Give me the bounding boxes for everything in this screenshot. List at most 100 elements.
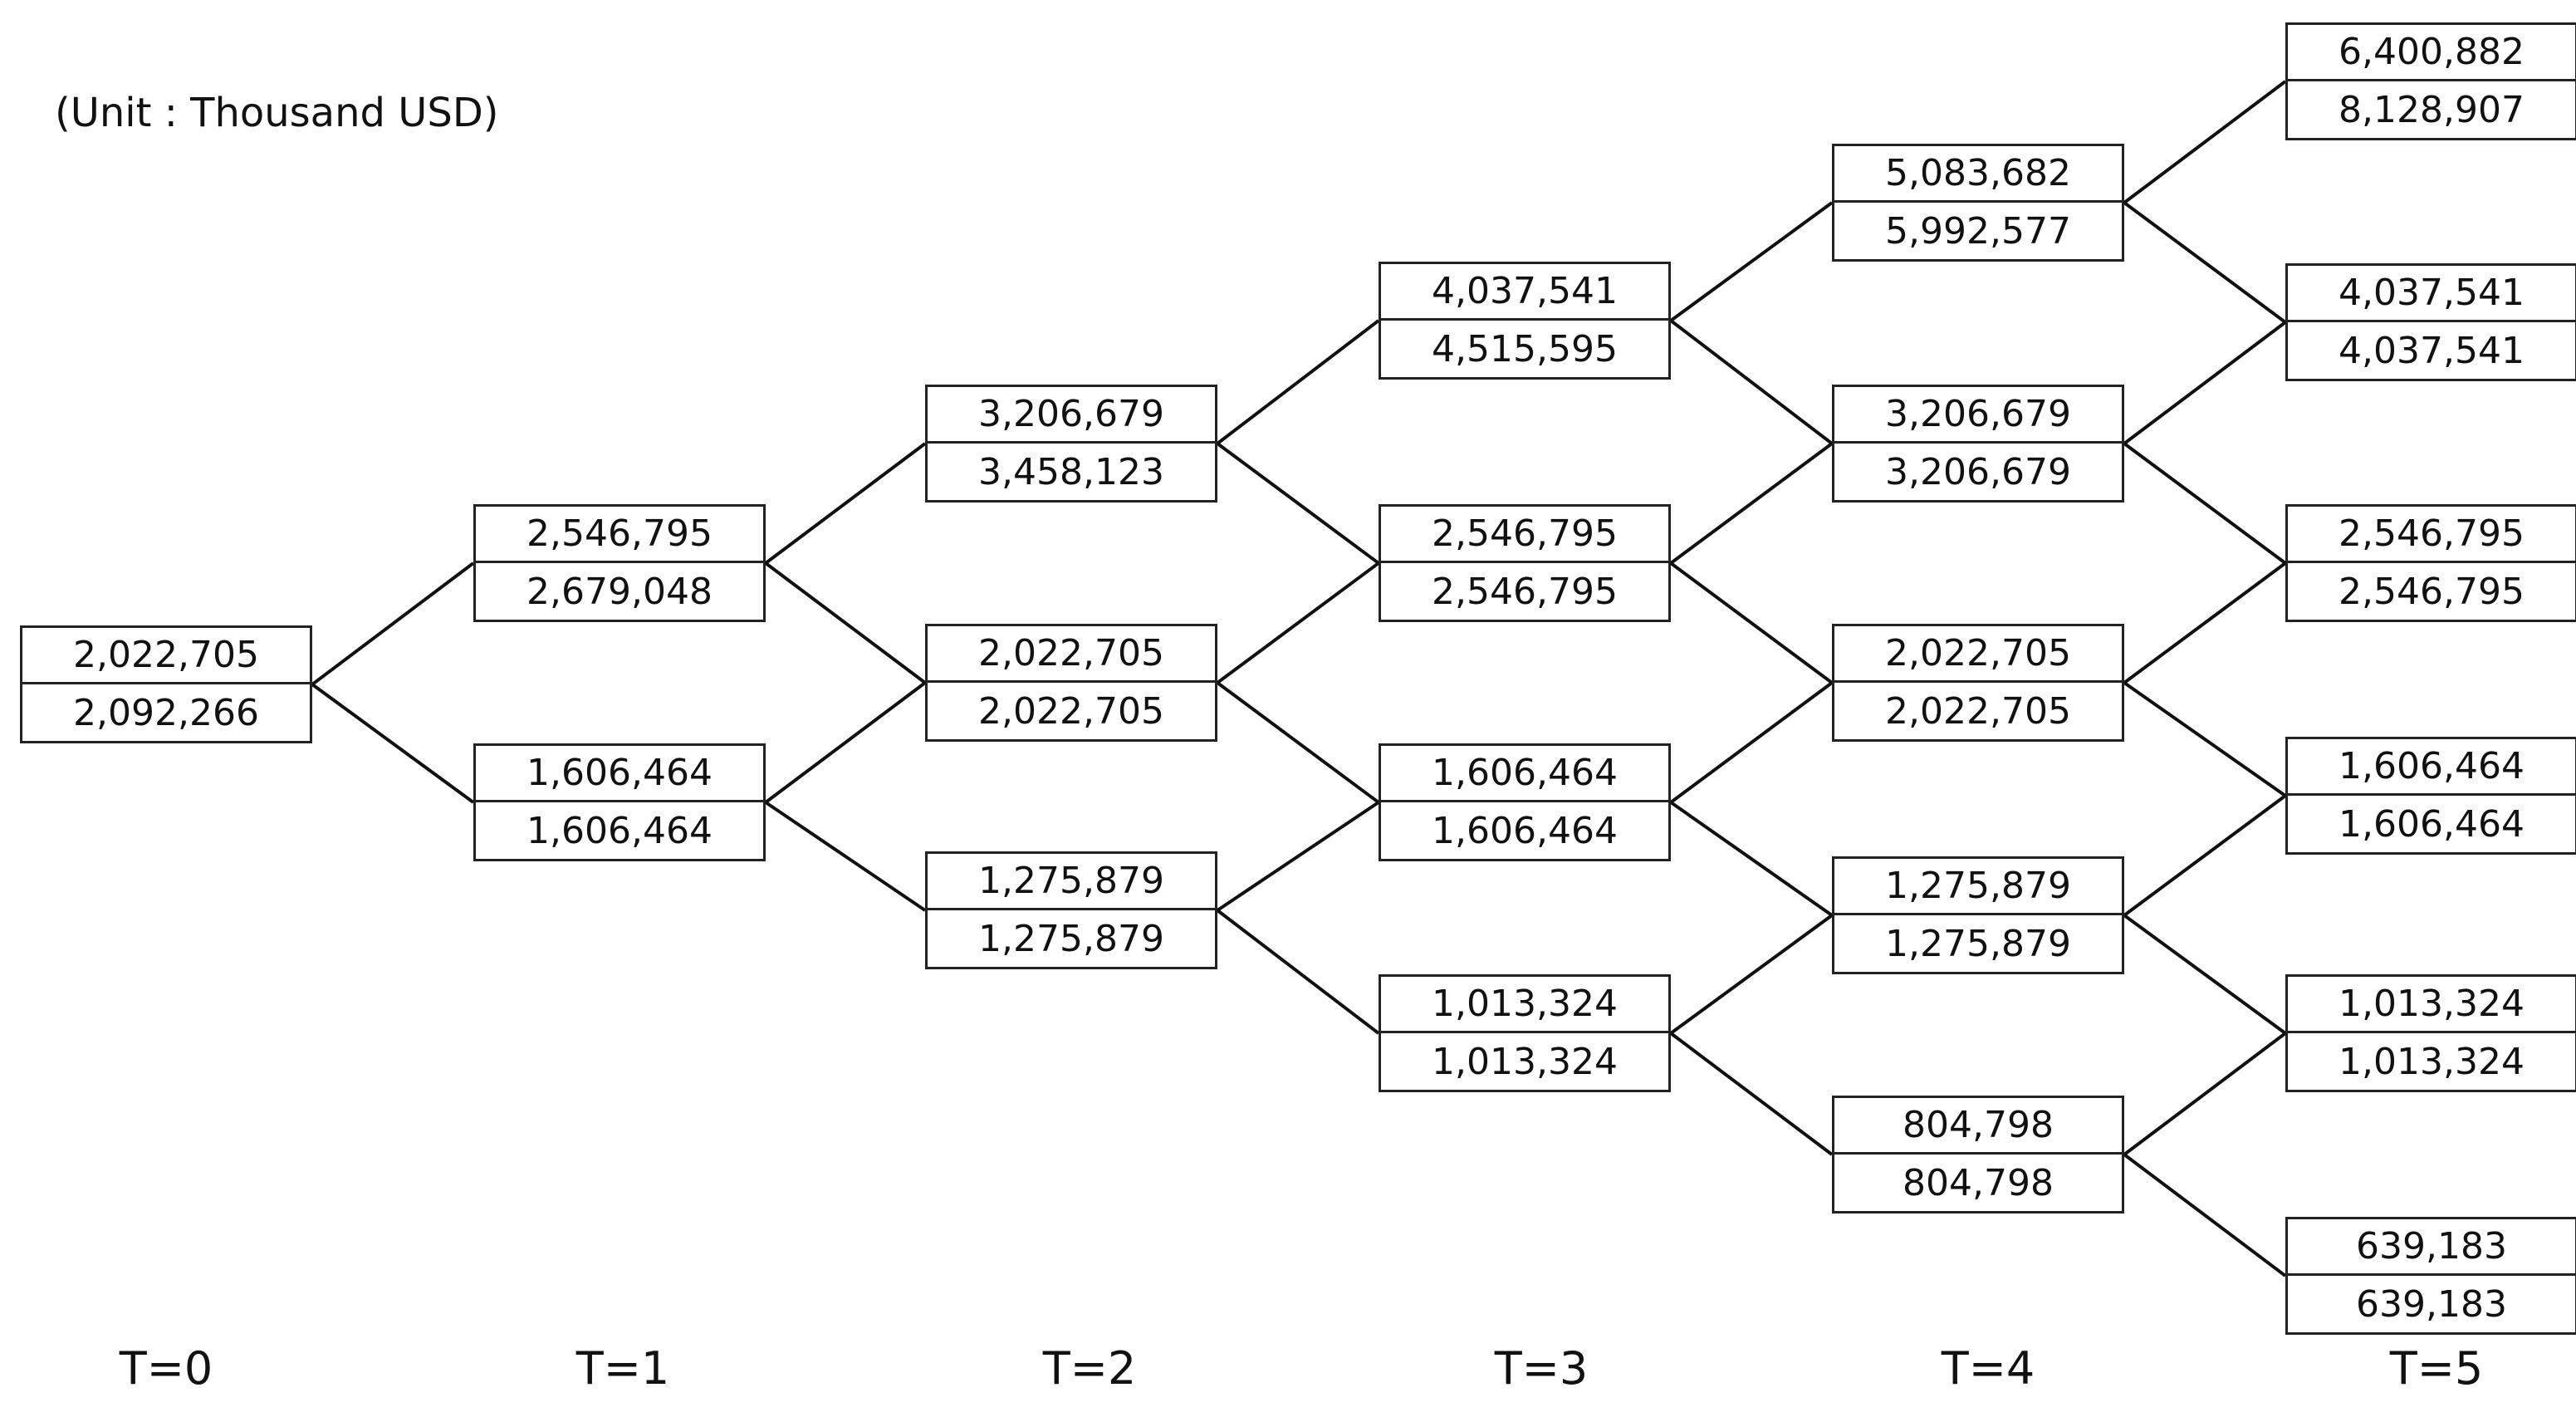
tree-node-t1-1: 1,606,464 1,606,464: [473, 743, 766, 861]
edge-t1-1-up: [764, 681, 927, 804]
edge-t4-3-down: [2123, 914, 2287, 1035]
time-label-t1: T=1: [575, 1342, 670, 1395]
node-value-top: 1,606,464: [1381, 746, 1668, 802]
unit-label: (Unit : Thousand USD): [55, 90, 499, 136]
edge-t4-1-up: [2123, 321, 2287, 445]
edge-t1-1-down: [764, 801, 927, 912]
node-value-bottom: 1,606,464: [2338, 802, 2525, 846]
node-value-top: 1,275,879: [928, 854, 1215, 910]
node-value-top: 3,206,679: [1834, 387, 2122, 444]
node-value-bottom: 1,606,464: [526, 809, 713, 852]
tree-node-t4-4: 804,798 804,798: [1832, 1096, 2124, 1214]
node-value-bottom: 3,206,679: [1885, 450, 2071, 493]
tree-node-t0-0: 2,022,705 2,092,266: [20, 625, 312, 743]
node-value-top: 4,037,541: [2288, 266, 2575, 322]
node-value-top: 6,400,882: [2288, 25, 2575, 81]
edge-t1-0-down: [764, 561, 927, 684]
node-value-bottom: 1,275,879: [1885, 922, 2071, 965]
time-label-t2: T=2: [1042, 1342, 1137, 1395]
tree-node-t3-3: 1,013,324 1,013,324: [1379, 974, 1671, 1092]
node-value-top: 2,546,795: [2288, 507, 2575, 563]
time-label-t5: T=5: [2389, 1342, 2484, 1395]
node-value-bottom: 8,128,907: [2338, 88, 2525, 131]
tree-node-t5-0: 6,400,882 8,128,907: [2285, 22, 2576, 140]
tree-node-t4-0: 5,083,682 5,992,577: [1832, 144, 2124, 262]
edge-t2-2-down: [1216, 909, 1380, 1035]
tree-node-t5-3: 1,606,464 1,606,464: [2285, 737, 2576, 855]
node-value-top: 4,037,541: [1381, 264, 1668, 321]
time-label-t0: T=0: [119, 1342, 213, 1395]
node-value-bottom: 2,092,266: [73, 691, 259, 734]
edge-t2-1-up: [1216, 561, 1380, 684]
tree-node-t3-2: 1,606,464 1,606,464: [1379, 743, 1671, 861]
tree-node-t2-1: 2,022,705 2,022,705: [925, 624, 1217, 742]
node-value-bottom: 804,798: [1903, 1161, 2054, 1204]
edge-t1-0-up: [764, 442, 927, 565]
edge-t4-4-up: [2123, 1032, 2287, 1156]
tree-node-t4-3: 1,275,879 1,275,879: [1832, 856, 2124, 974]
node-value-top: 1,606,464: [2288, 739, 2575, 796]
edge-t0-0-up: [311, 561, 475, 686]
edge-t3-3-down: [1669, 1032, 1834, 1156]
node-value-bottom: 4,515,595: [1432, 327, 1618, 370]
node-value-top: 3,206,679: [928, 387, 1215, 444]
edge-t3-0-down: [1669, 319, 1834, 445]
edge-t2-0-up: [1216, 319, 1380, 445]
edge-t3-2-up: [1669, 681, 1834, 804]
tree-node-t3-0: 4,037,541 4,515,595: [1379, 262, 1671, 380]
tree-node-t4-2: 2,022,705 2,022,705: [1832, 624, 2124, 742]
edge-t2-2-up: [1216, 801, 1380, 912]
tree-node-t5-1: 4,037,541 4,037,541: [2285, 263, 2576, 381]
tree-node-t2-0: 3,206,679 3,458,123: [925, 385, 1217, 503]
node-value-bottom: 4,037,541: [2338, 329, 2525, 372]
time-label-t3: T=3: [1494, 1342, 1589, 1395]
tree-node-t4-1: 3,206,679 3,206,679: [1832, 385, 2124, 503]
node-value-top: 1,013,324: [1381, 977, 1668, 1033]
node-value-bottom: 639,183: [2356, 1282, 2507, 1326]
node-value-bottom: 1,275,879: [978, 917, 1164, 960]
node-value-bottom: 1,013,324: [2338, 1040, 2525, 1083]
edge-t3-0-up: [1669, 201, 1834, 322]
node-value-top: 639,183: [2288, 1219, 2575, 1276]
node-value-top: 2,546,795: [476, 507, 763, 563]
edge-t2-0-down: [1216, 442, 1380, 565]
node-value-top: 2,022,705: [1834, 626, 2122, 683]
node-value-bottom: 1,606,464: [1432, 809, 1618, 852]
edge-t4-0-up: [2123, 80, 2287, 204]
node-value-top: 1,013,324: [2288, 977, 2575, 1033]
node-value-bottom: 2,679,048: [526, 570, 713, 613]
node-value-bottom: 2,022,705: [978, 689, 1164, 733]
edge-t4-3-up: [2123, 794, 2287, 917]
edge-t4-1-down: [2123, 442, 2287, 565]
node-value-bottom: 2,022,705: [1885, 689, 2071, 733]
tree-node-t5-2: 2,546,795 2,546,795: [2285, 504, 2576, 622]
node-value-top: 5,083,682: [1834, 146, 2122, 203]
tree-node-t2-2: 1,275,879 1,275,879: [925, 851, 1217, 969]
edge-t2-1-down: [1216, 681, 1380, 804]
edge-t4-0-down: [2123, 201, 2287, 324]
node-value-top: 1,606,464: [476, 746, 763, 802]
edge-t4-2-down: [2123, 681, 2287, 797]
edge-t3-1-up: [1669, 442, 1834, 565]
edge-t3-2-down: [1669, 801, 1834, 917]
node-value-bottom: 2,546,795: [2338, 570, 2525, 613]
node-value-top: 2,022,705: [928, 626, 1215, 683]
node-value-bottom: 1,013,324: [1432, 1040, 1618, 1083]
edge-t4-2-up: [2123, 561, 2287, 684]
node-value-top: 1,275,879: [1834, 859, 2122, 915]
edge-t0-0-down: [311, 683, 475, 804]
edge-t4-4-down: [2123, 1153, 2287, 1277]
edge-t3-1-down: [1669, 561, 1834, 684]
edge-t3-3-up: [1669, 914, 1834, 1035]
node-value-bottom: 5,992,577: [1885, 209, 2071, 253]
tree-node-t3-1: 2,546,795 2,546,795: [1379, 504, 1671, 622]
time-label-t4: T=4: [1941, 1342, 2035, 1395]
node-value-top: 2,022,705: [22, 628, 310, 684]
tree-node-t5-4: 1,013,324 1,013,324: [2285, 974, 2576, 1092]
tree-node-t5-5: 639,183 639,183: [2285, 1217, 2576, 1335]
node-value-bottom: 3,458,123: [978, 450, 1164, 493]
node-value-top: 2,546,795: [1381, 507, 1668, 563]
node-value-top: 804,798: [1834, 1098, 2122, 1155]
